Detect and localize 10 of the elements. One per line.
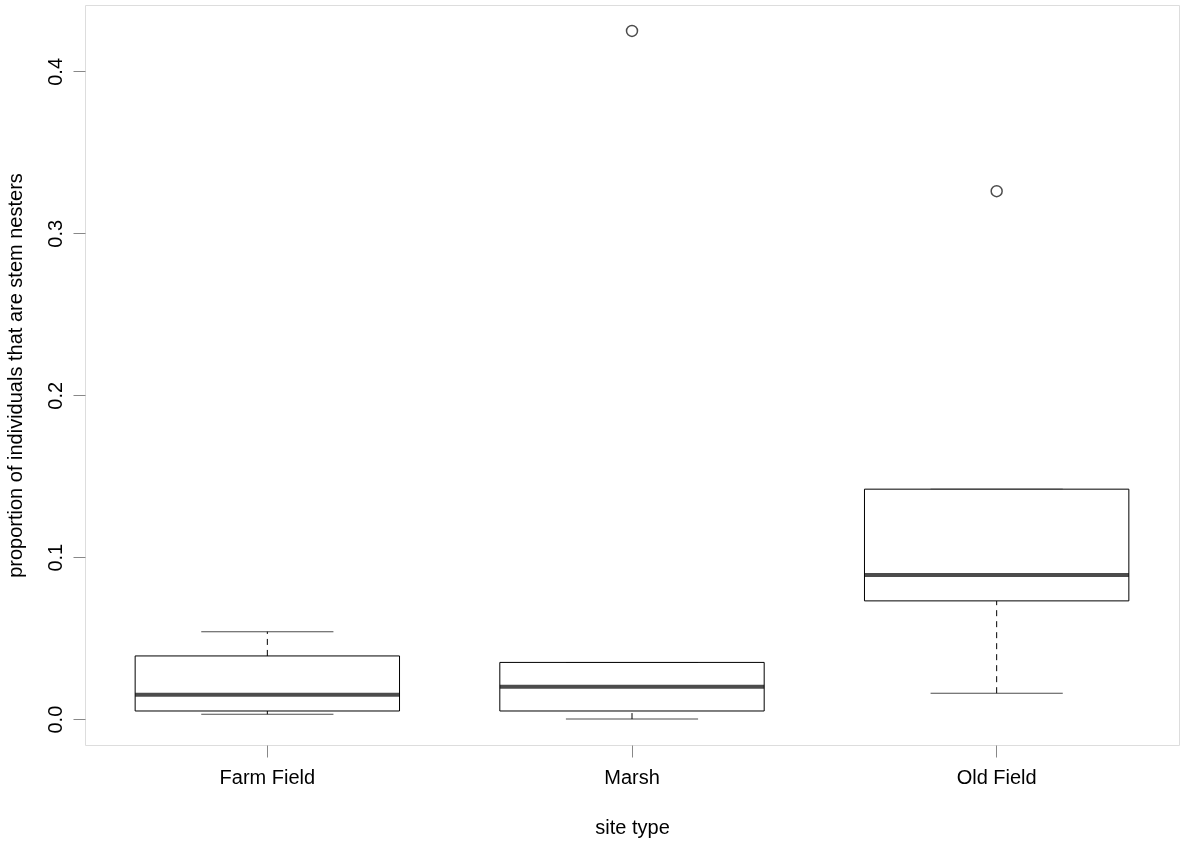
y-tick-label: 0.3 xyxy=(43,219,66,248)
x-tick-label: Marsh xyxy=(604,765,660,788)
y-tick-label: 0.1 xyxy=(43,543,66,572)
x-tick-label: Old Field xyxy=(956,765,1037,788)
y-tick-label: 0.2 xyxy=(43,381,66,410)
x-tick-label: Farm Field xyxy=(219,765,316,788)
x-axis-title: site type xyxy=(595,815,670,838)
y-axis-title: proportion of individuals that are stem nesters xyxy=(3,173,26,578)
y-tick-label: 0.0 xyxy=(43,705,66,734)
y-tick-label: 0.4 xyxy=(43,57,66,86)
